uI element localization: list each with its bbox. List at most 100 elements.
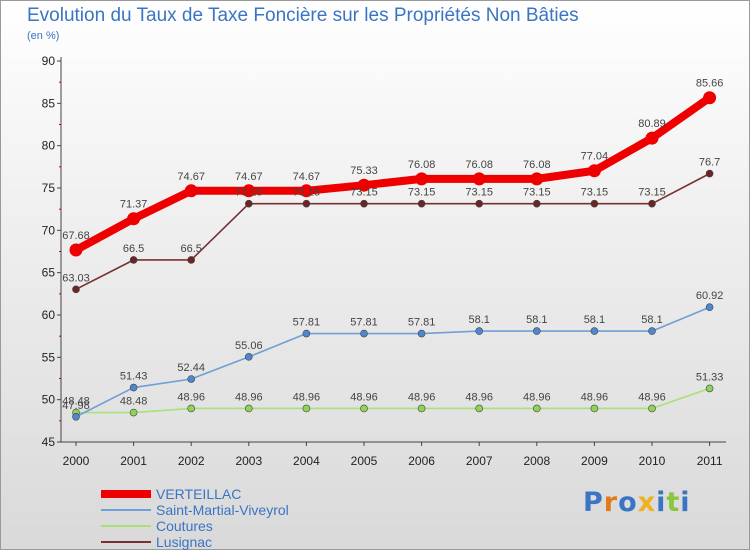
data-point-lusignac [129, 256, 138, 264]
data-point-coutures [360, 404, 368, 413]
data-point-saint-martial-viveyrol [72, 412, 80, 421]
legend-label-saint-martial-viveyrol: Saint-Martial-Viveyrol [156, 502, 289, 518]
data-label-saint-martial-viveyrol: 55.06 [235, 340, 263, 352]
data-point-verteillac [472, 172, 486, 186]
data-point-saint-martial-viveyrol [417, 329, 426, 338]
data-point-coutures [705, 384, 714, 393]
data-label-verteillac: 80.89 [638, 118, 666, 130]
data-label-lusignac: 73.15 [465, 187, 493, 199]
data-point-lusignac [245, 199, 253, 208]
data-label-coutures: 48.48 [120, 396, 148, 408]
data-point-coutures [648, 404, 656, 413]
legend: VERTEILLAC Saint-Martial-Viveyrol Coutur… [101, 486, 289, 550]
y-tick-label: 75 [42, 181, 56, 195]
data-label-lusignac: 73.15 [638, 187, 666, 199]
unit-label: (en %) [27, 30, 60, 42]
data-point-coutures [417, 404, 426, 413]
data-point-lusignac [475, 199, 484, 208]
x-tick-label: 2008 [523, 454, 550, 468]
data-point-saint-martial-viveyrol [245, 353, 253, 361]
data-point-lusignac [187, 256, 195, 264]
series-line-verteillac [72, 93, 714, 254]
data-point-verteillac [127, 212, 141, 226]
legend-item-lusignac: Lusignac [101, 534, 289, 550]
y-tick-label: 60 [42, 308, 56, 322]
data-point-coutures [245, 404, 253, 413]
x-tick-label: 2009 [581, 454, 608, 468]
data-point-saint-martial-viveyrol [302, 329, 311, 338]
data-point-coutures [302, 404, 311, 413]
logo-letter: i [656, 487, 667, 518]
data-point-saint-martial-viveyrol [648, 327, 656, 335]
data-label-coutures: 48.96 [293, 391, 321, 403]
legend-item-saint-martial-viveyrol: Saint-Martial-Viveyrol [101, 502, 289, 518]
x-tick-label: 2002 [178, 454, 205, 468]
y-tick-label: 55 [42, 350, 56, 364]
data-label-coutures: 48.96 [408, 391, 436, 403]
legend-swatch-saint-martial-viveyrol [101, 509, 151, 511]
data-label-coutures: 48.48 [62, 396, 90, 408]
x-tick-label: 2007 [466, 454, 493, 468]
logo-letter: i [680, 487, 691, 518]
data-point-lusignac [302, 199, 311, 208]
y-tick-label: 90 [42, 54, 56, 68]
data-point-saint-martial-viveyrol [187, 375, 195, 383]
data-label-saint-martial-viveyrol: 58.1 [468, 314, 489, 326]
legend-label-coutures: Coutures [156, 518, 213, 534]
logo-letter: x [637, 487, 657, 518]
data-label-verteillac: 67.68 [62, 230, 90, 242]
data-label-coutures: 48.96 [465, 391, 493, 403]
data-label-saint-martial-viveyrol: 57.81 [350, 317, 378, 329]
chart-title: Evolution du Taux de Taxe Foncière sur l… [27, 5, 579, 26]
legend-swatch-coutures [101, 525, 151, 527]
data-label-lusignac: 63.03 [62, 272, 90, 284]
data-point-verteillac [69, 243, 83, 257]
data-point-lusignac [360, 199, 368, 208]
x-tick-label: 2011 [697, 454, 723, 468]
data-point-lusignac [705, 169, 714, 178]
data-point-verteillac [530, 172, 544, 186]
logo-letter: r [603, 487, 619, 518]
data-label-lusignac: 73.15 [581, 187, 609, 199]
data-label-saint-martial-viveyrol: 58.1 [584, 314, 605, 326]
data-point-lusignac [417, 199, 426, 208]
data-point-lusignac [648, 199, 656, 208]
logo-letter: o [618, 487, 638, 518]
data-point-verteillac [587, 164, 601, 178]
data-label-verteillac: 74.67 [177, 171, 205, 183]
x-tick-label: 2003 [235, 454, 262, 468]
legend-label-verteillac: VERTEILLAC [156, 486, 242, 502]
data-label-lusignac: 73.15 [408, 187, 436, 199]
y-tick-label: 70 [42, 223, 56, 237]
data-label-verteillac: 74.67 [293, 171, 321, 183]
data-label-saint-martial-viveyrol: 57.81 [408, 317, 436, 329]
data-point-saint-martial-viveyrol [129, 383, 138, 392]
data-point-saint-martial-viveyrol [532, 327, 541, 335]
data-label-saint-martial-viveyrol: 57.81 [293, 317, 321, 329]
x-tick-label: 2004 [293, 454, 320, 468]
data-label-saint-martial-viveyrol: 60.92 [696, 290, 724, 302]
data-label-verteillac: 71.37 [120, 199, 148, 211]
data-point-lusignac [590, 199, 599, 208]
series-line-saint-martial-viveyrol [75, 306, 711, 418]
x-tick-label: 2001 [120, 454, 147, 468]
data-label-coutures: 51.33 [696, 371, 724, 383]
data-label-lusignac: 76.7 [699, 157, 720, 169]
data-point-verteillac [242, 184, 256, 198]
data-point-saint-martial-viveyrol [475, 327, 484, 335]
data-label-coutures: 48.96 [350, 391, 378, 403]
data-label-saint-martial-viveyrol: 51.43 [120, 371, 148, 383]
data-label-lusignac: 66.5 [180, 243, 201, 255]
data-label-coutures: 48.96 [581, 391, 609, 403]
data-point-lusignac [532, 199, 541, 208]
data-point-lusignac [72, 285, 80, 294]
data-point-saint-martial-viveyrol [590, 327, 599, 335]
data-point-verteillac [299, 184, 313, 198]
data-label-saint-martial-viveyrol: 52.44 [177, 362, 205, 374]
legend-item-verteillac: VERTEILLAC [101, 486, 289, 502]
y-tick-label: 85 [42, 96, 56, 110]
data-label-coutures: 48.96 [638, 391, 666, 403]
legend-label-lusignac: Lusignac [156, 534, 213, 550]
data-label-saint-martial-viveyrol: 58.1 [641, 314, 662, 326]
